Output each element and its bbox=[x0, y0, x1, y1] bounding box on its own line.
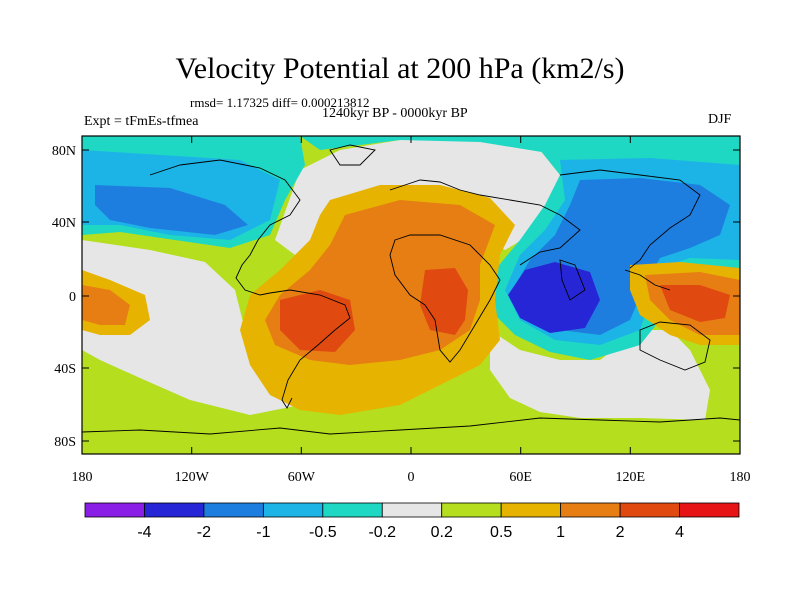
colorbar-swatch bbox=[322, 502, 383, 518]
field-red-south-america bbox=[280, 290, 355, 352]
field-neutral-south bbox=[490, 330, 710, 420]
coast-europe bbox=[389, 179, 561, 216]
colorbar-label: 4 bbox=[675, 524, 684, 541]
coast-north-america bbox=[149, 159, 301, 296]
lon-label: 120W bbox=[175, 470, 210, 485]
coast-antarctica bbox=[82, 417, 740, 435]
field-red-africa bbox=[420, 268, 468, 335]
coastlines bbox=[82, 144, 740, 435]
coast-asia bbox=[559, 169, 701, 269]
lon-label: 180 bbox=[730, 470, 751, 485]
colorbar-label: 2 bbox=[616, 524, 625, 541]
colorbar-swatch bbox=[560, 502, 621, 518]
field-blue-northwest bbox=[95, 185, 248, 235]
colorbar-label: 1 bbox=[556, 524, 565, 541]
lon-label: 180 bbox=[72, 470, 93, 485]
field-darkblue-indian-ocean bbox=[508, 262, 600, 333]
coast-south-america bbox=[269, 289, 351, 409]
coast-indonesia bbox=[624, 269, 671, 291]
colorbar-label: 0.5 bbox=[490, 524, 512, 541]
lon-label: 60E bbox=[509, 470, 532, 485]
colorbar-swatch bbox=[381, 502, 443, 518]
colorbar-swatch bbox=[441, 502, 502, 518]
colorbar-label: -0.5 bbox=[309, 524, 337, 541]
coast-australia bbox=[639, 321, 711, 371]
colorbar-label: -4 bbox=[137, 524, 151, 541]
period-subtitle: 1240kyr BP - 0000kyr BP bbox=[322, 106, 468, 121]
coast-greenland bbox=[329, 144, 376, 166]
lat-label: 0 bbox=[69, 290, 76, 305]
colorbar-swatch bbox=[679, 502, 740, 518]
longitude-axis: 180 120W 60W 0 60E 120E 180 bbox=[72, 136, 751, 485]
colorbar-label: 0.2 bbox=[431, 524, 453, 541]
lon-label: 120E bbox=[616, 470, 646, 485]
colorbar-swatch bbox=[144, 502, 205, 518]
stats-line: rmsd= 1.17325 diff= 0.000213812 bbox=[190, 95, 370, 110]
lat-label: 40S bbox=[54, 362, 76, 377]
field-neutral-west bbox=[82, 240, 310, 415]
colorbar-swatch bbox=[84, 502, 145, 518]
latitude-axis: 80N 40N 0 40S 80S bbox=[52, 144, 740, 450]
contour-fill bbox=[82, 136, 740, 454]
colorbar-swatch bbox=[619, 502, 680, 518]
colorbar-swatch bbox=[203, 502, 264, 518]
lat-label: 80S bbox=[54, 435, 76, 450]
lat-label: 40N bbox=[52, 216, 76, 231]
colorbar-label: -1 bbox=[256, 524, 270, 541]
lon-label: 60W bbox=[288, 470, 316, 485]
field-orange-west-pacific bbox=[82, 285, 130, 325]
season-label: DJF bbox=[708, 112, 732, 127]
colorbar-label: -0.2 bbox=[368, 524, 396, 541]
experiment-label: Expt = tFmEs-tfmea bbox=[84, 114, 199, 129]
coast-africa bbox=[389, 234, 501, 363]
field-red-east-pacific bbox=[660, 285, 730, 322]
coast-arabia bbox=[519, 214, 581, 266]
page-title: Velocity Potential at 200 hPa (km2/s) bbox=[175, 52, 625, 85]
colorbar-swatch bbox=[262, 502, 324, 518]
colorbar-label: -2 bbox=[197, 524, 211, 541]
lon-label: 0 bbox=[408, 470, 415, 485]
lat-label: 80N bbox=[52, 144, 76, 159]
coast-india bbox=[559, 259, 586, 301]
colorbar-swatch bbox=[500, 502, 562, 518]
colorbar: -4 -2 -1 -0.5 -0.2 0.2 0.5 1 2 4 bbox=[84, 502, 740, 541]
